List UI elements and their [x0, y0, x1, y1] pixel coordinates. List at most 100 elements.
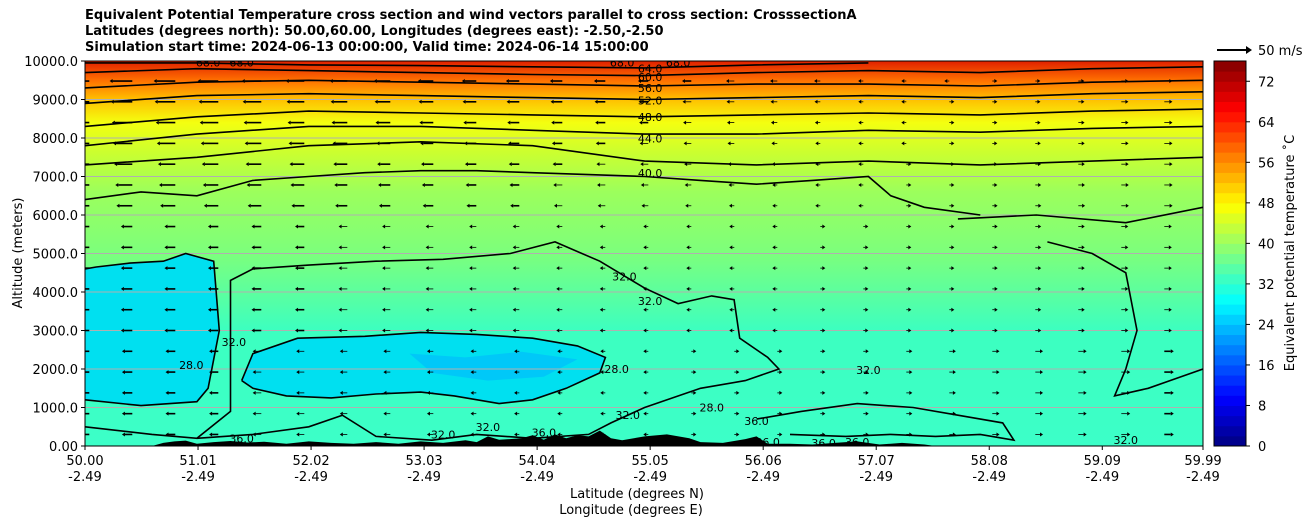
wind-vector-head	[1125, 266, 1129, 271]
wind-vector-head	[684, 182, 688, 187]
y-axis-label: Altitude (meters)	[11, 198, 26, 309]
wind-vector-head	[952, 390, 956, 395]
x-tick-label-lat: 59.09	[1084, 454, 1121, 469]
wind-vector-head	[951, 99, 955, 104]
colorbar-frame	[1213, 60, 1247, 447]
wind-vector-head	[421, 162, 425, 167]
wind-vector-head	[951, 120, 955, 125]
wind-vector-head	[383, 411, 387, 416]
colorbar-segment	[1214, 344, 1246, 356]
wind-vector-head	[1083, 349, 1087, 354]
contour-label: 60.0	[638, 71, 663, 84]
wind-vector-head	[951, 266, 955, 271]
wind-vector-head	[597, 182, 601, 187]
contour-line-28	[240, 331, 607, 405]
wind-vector-head	[207, 328, 211, 333]
wind-vector-head	[908, 328, 912, 333]
wind-vector-head	[512, 286, 516, 291]
wind-vector-head	[425, 224, 429, 229]
wind-vector-head	[375, 120, 379, 125]
wind-vector-head	[736, 349, 740, 354]
wind-vector-head	[73, 204, 76, 208]
wind-vector-head	[727, 141, 731, 146]
wind-vector-head	[726, 99, 730, 104]
wind-vector-head	[686, 245, 690, 250]
wind-vector-head	[693, 390, 697, 395]
wind-vector-head	[779, 432, 783, 437]
wind-vector-head	[1168, 307, 1172, 312]
wind-vector-head	[1038, 286, 1042, 291]
wind-vector-head	[382, 266, 386, 271]
wind-vector-head	[252, 411, 256, 416]
wind-vector-head	[556, 224, 560, 229]
wind-vector-head	[551, 120, 555, 125]
wind-vector-head	[822, 411, 826, 416]
wind-vector-head	[465, 182, 469, 187]
wind-vector-head	[120, 245, 124, 250]
wind-vector-head	[1168, 224, 1172, 229]
wind-vector-head	[422, 203, 426, 208]
wind-vector-head	[1168, 266, 1172, 271]
wind-vector-head	[779, 390, 783, 395]
wind-vector-head	[822, 349, 826, 354]
wind-vector-head	[383, 370, 387, 375]
wind-vector-head	[556, 245, 560, 250]
wind-vector-head	[822, 307, 826, 312]
x-axis-label-lon: Longitude (degrees E)	[559, 503, 703, 518]
wind-vector-head	[207, 286, 211, 291]
wind-vector-head	[1170, 390, 1174, 395]
wind-vector-head	[595, 120, 599, 125]
wind-vector-head	[469, 224, 473, 229]
contour-line-52	[85, 91, 1203, 105]
y-tick-label: 0.00	[49, 440, 78, 455]
wind-vector-head	[779, 370, 783, 375]
wind-vector-head	[1127, 411, 1131, 416]
colorbar-segment	[1214, 263, 1246, 275]
contour-label: 68.0	[666, 57, 691, 70]
wind-vector-head	[338, 328, 342, 333]
wind-vector-head	[201, 162, 205, 167]
contour-label: 40.0	[638, 167, 663, 180]
wind-vector-head	[199, 120, 203, 125]
wind-vector-head	[1081, 120, 1085, 125]
wind-vector-head	[1170, 411, 1174, 416]
wind-vector-head	[335, 203, 339, 208]
wind-vector-head	[1081, 307, 1085, 312]
wind-vector-head	[1081, 286, 1085, 291]
x-tick-label-lon: -2.49	[859, 470, 893, 485]
wind-vector-head	[1082, 203, 1086, 208]
colorbar-segment	[1214, 162, 1246, 173]
contour-label: 36.0	[229, 432, 254, 445]
y-tick-label: 5000.0	[33, 248, 79, 263]
wind-vector-head	[822, 370, 826, 375]
wind-vector-head	[643, 307, 647, 312]
wind-vector-head	[68, 121, 71, 125]
wind-vector-head	[772, 286, 776, 291]
wind-vector-head	[70, 162, 73, 166]
colorbar-tick-label: 40	[1258, 237, 1275, 252]
wind-vector-head	[550, 99, 554, 104]
wind-vector-head	[121, 411, 125, 416]
wind-vector-head	[426, 432, 430, 437]
wind-vector-head	[729, 328, 733, 333]
wind-vector-head	[330, 99, 334, 104]
wind-vector-head	[600, 390, 604, 395]
wind-vector-head	[1125, 99, 1129, 104]
contour-label: 36.0	[532, 427, 557, 440]
wind-vector-head	[994, 328, 998, 333]
wind-vector-head	[202, 182, 206, 187]
contour-label: 32.0	[612, 271, 637, 284]
wind-vector-head	[425, 245, 429, 250]
wind-vector-head	[378, 203, 382, 208]
contour-label: 52.0	[638, 95, 663, 108]
wind-vector-head	[729, 307, 733, 312]
wind-vector-head	[557, 432, 561, 437]
colorbar-segment	[1214, 415, 1246, 427]
wind-vector-head	[556, 328, 560, 333]
colorbar-segment	[1214, 61, 1246, 72]
colorbar-segment	[1214, 233, 1246, 244]
wind-vector-head	[78, 432, 81, 436]
wind-vector-head	[382, 328, 386, 333]
wind-vector-head	[686, 286, 690, 291]
wind-vector-head	[639, 141, 643, 146]
